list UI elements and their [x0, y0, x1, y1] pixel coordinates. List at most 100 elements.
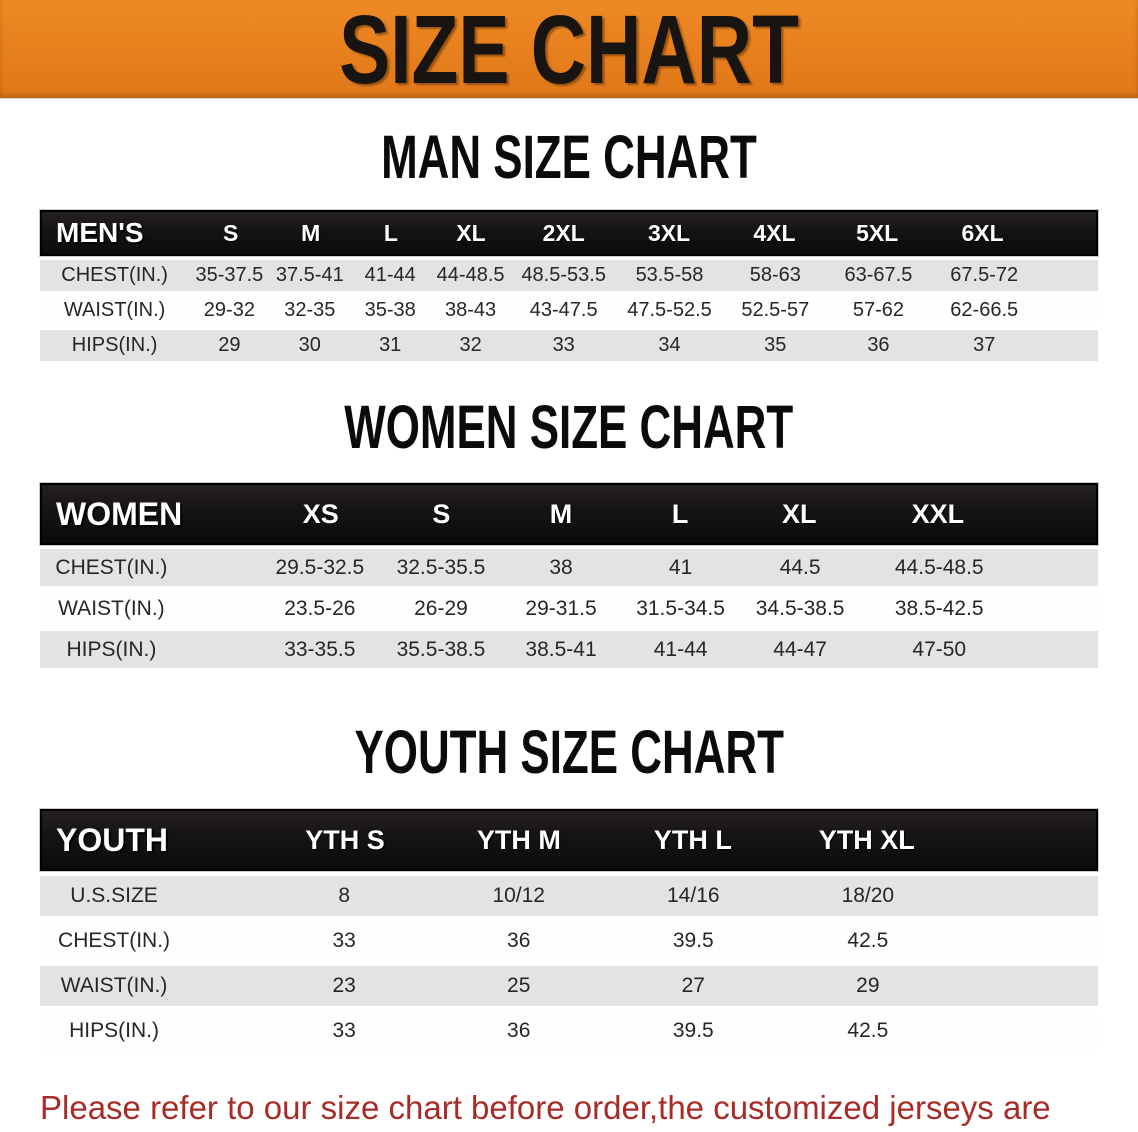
value-cell: 36 — [867, 334, 890, 356]
value-cell: 41-44 — [653, 637, 708, 661]
value-cell: 32.5-35.5 — [396, 555, 486, 579]
value-cell: 36 — [507, 1019, 531, 1042]
value-cell: 31.5-34.5 — [636, 596, 725, 620]
women-table-row: HIPS(IN.) 33-35.5 35.5-38.5 38.5-41 41-44 44-… — [40, 631, 1098, 668]
men-section-title: MAN SIZE CHART — [0, 127, 1138, 188]
women-size-table: WOMEN'S XS S M L XL XXL CHEST(IN.) 29.5-32.5 32.5… — [40, 483, 1098, 668]
value-cell: 42.5 — [847, 1019, 889, 1042]
value-cell: 30 — [298, 334, 321, 356]
women-table-row: WAIST(IN.) 23.5-26 26-29 29-31.5 31.5-34.5 34… — [40, 590, 1098, 627]
value-cell: 35.5-38.5 — [396, 637, 486, 661]
value-cell: 33-35.5 — [284, 637, 356, 661]
women-size-header-cell: M — [549, 498, 573, 529]
men-size-table: MEN'S S M L XL 2XL 3XL 4XL 5XL 6XL CHEST(IN.) 35-37… — [40, 210, 1098, 361]
banner-title: SIZE CHART — [339, 0, 799, 104]
value-cell: 33 — [332, 1019, 356, 1042]
value-cell: 38-43 — [445, 299, 497, 321]
row-label-cell: HIPS(IN.) — [66, 637, 157, 661]
value-cell: 47.5-52.5 — [627, 299, 712, 321]
women-table-row: CHEST(IN.) 29.5-32.5 32.5-35.5 38 41 44.5 44.5… — [40, 549, 1098, 586]
men-size-header-cell: 4XL — [753, 219, 796, 246]
size-chart-banner: SIZE CHART — [0, 0, 1138, 99]
value-cell: 23.5-26 — [284, 596, 356, 620]
value-cell: 42.5 — [847, 929, 889, 952]
value-cell: 29 — [218, 334, 241, 356]
row-label-cell: U.S.SIZE — [70, 884, 158, 907]
value-cell: 37 — [973, 334, 996, 356]
row-label-cell: CHEST(IN.) — [55, 555, 168, 579]
men-size-header-cell: L — [383, 219, 398, 246]
value-cell: 63-67.5 — [844, 264, 913, 286]
value-cell: 48.5-53.5 — [521, 264, 606, 286]
value-cell: 25 — [507, 974, 531, 997]
youth-bar-label: YOUTH — [56, 821, 168, 858]
row-label-cell: CHEST(IN.) — [61, 264, 168, 286]
value-cell: 29 — [856, 974, 880, 997]
value-cell: 53.5-58 — [635, 264, 704, 286]
men-table-header-bar: MEN'S S M L XL 2XL 3XL 4XL 5XL 6XL — [40, 210, 1098, 256]
value-cell: 44.5-48.5 — [894, 555, 984, 579]
youth-table-row: CHEST(IN.) 33 36 39.5 42.5 — [40, 921, 1098, 961]
row-label-cell: WAIST(IN.) — [60, 974, 168, 997]
row-label-cell: HIPS(IN.) — [71, 334, 158, 356]
youth-section-title-text: YOUTH SIZE CHART — [354, 718, 784, 786]
value-cell: 32-35 — [284, 299, 336, 321]
women-size-header-cell: L — [671, 498, 689, 529]
value-cell: 39.5 — [672, 1019, 714, 1042]
value-cell: 43-47.5 — [529, 299, 598, 321]
women-size-header-cell: XL — [781, 498, 817, 529]
disclaimer-line-1: Please refer to our size chart before or… — [40, 1089, 1051, 1126]
women-table-header-bar: WOMEN'S XS S M L XL XXL — [40, 483, 1098, 545]
value-cell: 29.5-32.5 — [275, 555, 365, 579]
women-section-title-text: WOMEN SIZE CHART — [344, 393, 794, 461]
value-cell: 14/16 — [667, 884, 720, 907]
value-cell: 36 — [507, 929, 531, 952]
value-cell: 38.5-42.5 — [894, 596, 984, 620]
men-size-header-cell: 2XL — [542, 219, 585, 246]
value-cell: 38.5-41 — [525, 637, 597, 661]
value-cell: 67.5-72 — [950, 264, 1019, 286]
value-cell: 39.5 — [672, 929, 714, 952]
value-cell: 57-62 — [852, 299, 905, 321]
value-cell: 52.5-57 — [741, 299, 810, 321]
value-cell: 33 — [332, 929, 356, 952]
women-size-header-cell: S — [432, 498, 451, 529]
youth-size-header-cell: YTH M — [476, 824, 561, 855]
value-cell: 44.5 — [779, 555, 821, 579]
men-size-header-cell: S — [222, 219, 239, 246]
value-cell: 27 — [681, 974, 705, 997]
value-cell: 35-37.5 — [195, 264, 264, 286]
men-size-header-cell: 6XL — [961, 219, 1004, 246]
value-cell: 29-31.5 — [525, 596, 597, 620]
value-cell: 47-50 — [912, 637, 967, 661]
men-table-row: CHEST(IN.) 35-37.5 37.5-41 41-44 44-48.5 48.5… — [40, 260, 1098, 291]
value-cell: 35-38 — [364, 299, 416, 321]
row-label-cell: WAIST(IN.) — [63, 299, 166, 321]
youth-section-title: YOUTH SIZE CHART — [0, 722, 1138, 783]
row-label-cell: CHEST(IN.) — [58, 929, 171, 952]
men-size-header-cell: XL — [456, 219, 486, 246]
value-cell: 8 — [338, 884, 350, 907]
youth-table-header-bar: YOUTH YTH S YTH M YTH L YTH XL — [40, 809, 1098, 871]
youth-table-row: U.S.SIZE 8 10/12 14/16 18/20 — [40, 876, 1098, 916]
value-cell: 38 — [549, 555, 573, 579]
disclaimer-note: Please refer to our size chart before or… — [40, 1083, 1118, 1132]
men-table-row: WAIST(IN.) 29-32 32-35 35-38 38-43 43-47.5 47.… — [40, 295, 1098, 326]
youth-size-header-cell: YTH S — [305, 824, 385, 855]
value-cell: 18/20 — [841, 884, 895, 907]
value-cell: 41 — [668, 555, 693, 579]
women-size-header-cell: XS — [302, 498, 339, 529]
men-table-row: HIPS(IN.) 29 30 31 32 33 34 35 36 37 — [40, 330, 1098, 361]
youth-size-header-cell: YTH L — [653, 824, 732, 855]
value-cell: 10/12 — [492, 884, 545, 907]
value-cell: 23 — [332, 974, 356, 997]
value-cell: 44-47 — [773, 637, 827, 661]
row-label-cell: WAIST(IN.) — [58, 596, 165, 620]
value-cell: 44-48.5 — [436, 264, 505, 286]
value-cell: 62-66.5 — [950, 299, 1019, 321]
value-cell: 31 — [379, 334, 402, 356]
value-cell: 35 — [764, 334, 787, 356]
value-cell: 29-32 — [203, 299, 255, 321]
women-section-title: WOMEN SIZE CHART — [0, 397, 1138, 458]
row-label-cell: HIPS(IN.) — [69, 1019, 159, 1042]
